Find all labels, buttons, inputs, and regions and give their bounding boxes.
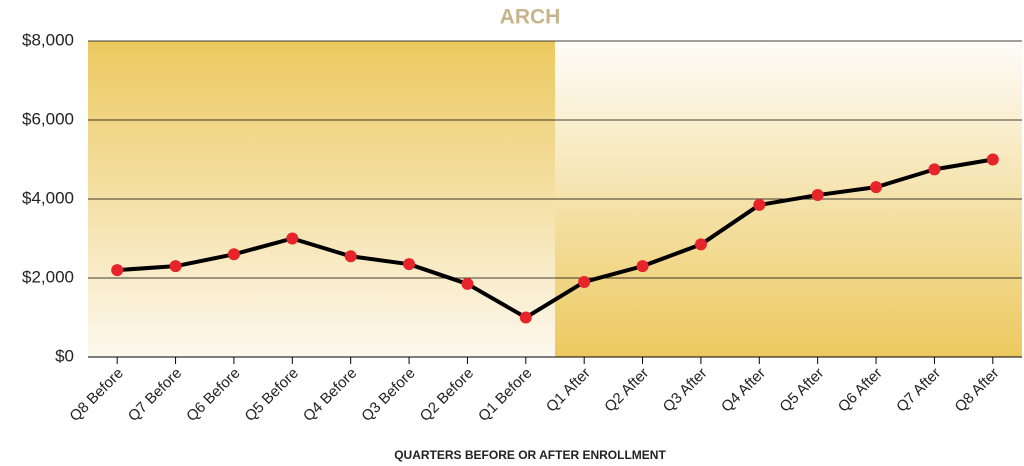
x-tick-label: Q8 Before	[66, 365, 126, 425]
x-tick-label: Q2 Before	[417, 365, 477, 425]
line	[117, 157, 994, 320]
chart-title: ARCH	[500, 6, 561, 29]
x-tick-label: Q5 After	[776, 365, 827, 416]
marker	[344, 250, 357, 263]
marker	[694, 238, 707, 251]
x-tick-label: Q1 After	[543, 365, 594, 416]
y-tick-label: $4,000	[22, 188, 74, 207]
x-tick-label: Q4 After	[718, 365, 769, 416]
marker	[286, 232, 299, 245]
x-tick-label: Q1 Before	[475, 365, 535, 425]
marker	[169, 260, 182, 273]
marker	[403, 258, 416, 271]
marker	[870, 181, 883, 194]
marker	[986, 153, 999, 166]
x-tick-label: Q7 After	[893, 365, 944, 416]
x-tick-label: Q6 Before	[183, 365, 243, 425]
y-tick-label: $0	[55, 346, 74, 365]
marker	[519, 311, 532, 324]
marker	[227, 248, 240, 261]
x-tick-label: Q8 After	[952, 365, 1003, 416]
y-tick-label: $6,000	[22, 109, 74, 128]
marker	[811, 189, 824, 202]
marker	[753, 198, 766, 211]
x-tick-label: Q6 After	[835, 365, 886, 416]
marker	[636, 260, 649, 273]
marker	[461, 277, 474, 290]
marker	[111, 264, 124, 277]
x-tick-label: Q7 Before	[125, 365, 185, 425]
x-tick-label: Q4 Before	[300, 365, 360, 425]
x-tick-label: Q2 After	[601, 365, 652, 416]
marker	[928, 163, 941, 176]
y-tick-label: $8,000	[22, 30, 74, 49]
x-axis-label: QUARTERS BEFORE OR AFTER ENROLLMENT	[394, 448, 666, 462]
x-tick-label: Q3 Before	[358, 365, 418, 425]
x-tick-label: Q3 After	[660, 365, 711, 416]
y-tick-label: $2,000	[22, 267, 74, 286]
x-tick-label: Q5 Before	[242, 365, 302, 425]
marker	[578, 275, 591, 288]
